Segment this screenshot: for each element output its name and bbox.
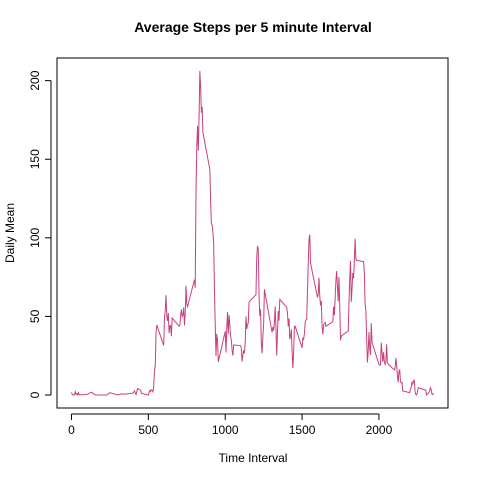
plot-box (56, 57, 449, 409)
x-tick-label: 2000 (366, 423, 393, 437)
data-line (71, 70, 434, 397)
x-axis-label: Time Interval (219, 451, 288, 465)
x-tick-label: 500 (138, 423, 158, 437)
y-tick-label: 50 (28, 309, 42, 323)
y-tick-label: 100 (28, 228, 42, 248)
y-tick-label: 150 (28, 149, 42, 169)
y-axis-label: Daily Mean (3, 203, 17, 263)
y-tick-label: 0 (28, 391, 42, 398)
x-tick-label: 1500 (289, 423, 316, 437)
x-tick-label: 1000 (212, 423, 239, 437)
y-tick-label: 200 (28, 70, 42, 90)
chart-title: Average Steps per 5 minute Interval (134, 19, 372, 35)
x-tick-label: 0 (68, 423, 75, 437)
